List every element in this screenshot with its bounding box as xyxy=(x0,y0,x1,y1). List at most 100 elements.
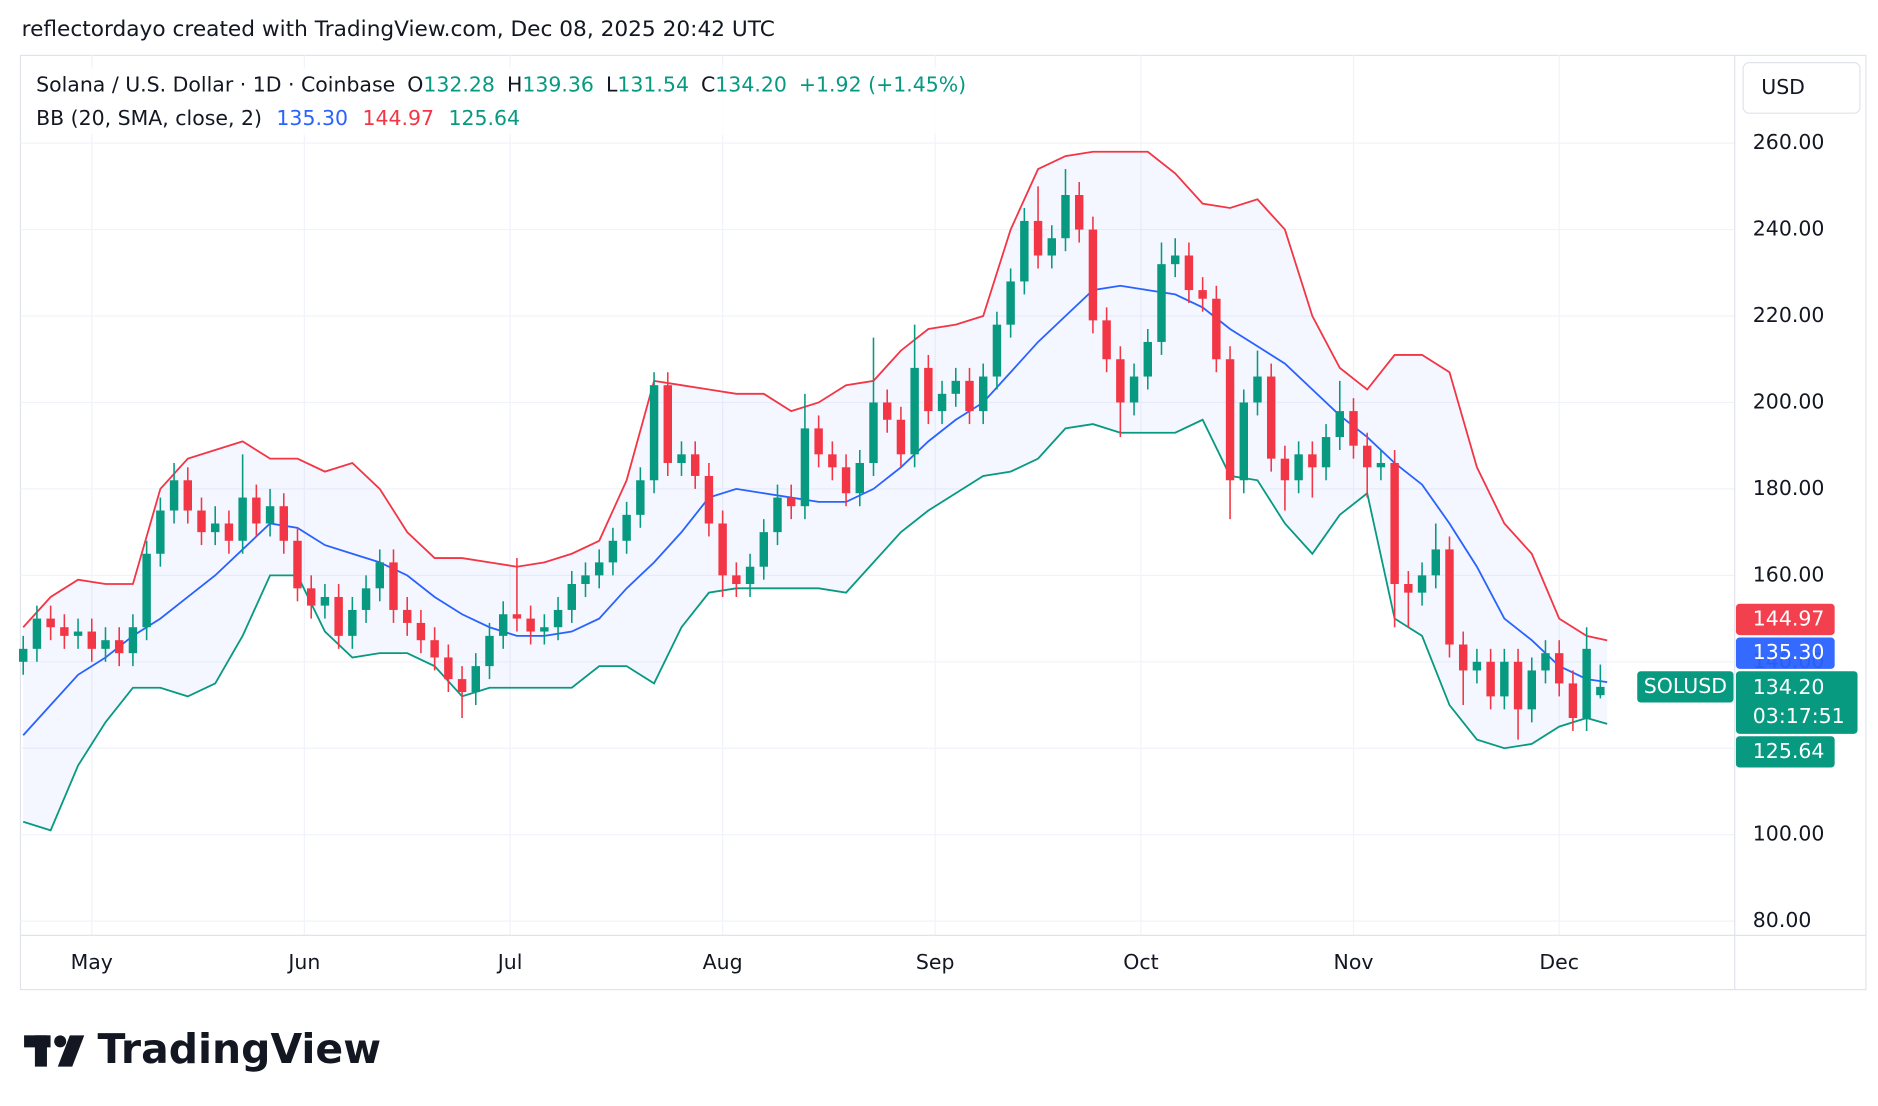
indicator-tag-label: 125.64 xyxy=(1753,739,1825,763)
brand: TradingView xyxy=(98,1025,382,1073)
candle-body xyxy=(1102,320,1111,360)
candle-body xyxy=(210,523,220,533)
candle-body xyxy=(1170,255,1180,265)
candle-body xyxy=(485,635,494,667)
candle-body xyxy=(937,393,947,412)
candle-body xyxy=(444,657,453,680)
candle-body xyxy=(1541,653,1550,671)
candle-body xyxy=(1074,194,1084,230)
countdown: 03:17:51 xyxy=(1753,704,1845,728)
currency[interactable]: USD xyxy=(1761,75,1805,99)
candle-body xyxy=(169,480,179,511)
candle-body xyxy=(1184,255,1194,291)
candle-body xyxy=(265,506,275,524)
candle-body xyxy=(306,588,316,606)
x-tick-label: Aug xyxy=(703,950,743,974)
candle-body xyxy=(1472,661,1482,671)
candle-body xyxy=(978,376,988,412)
logo-part xyxy=(34,1035,47,1067)
y-tick-label: 180.00 xyxy=(1753,476,1825,500)
candle-body xyxy=(238,497,247,541)
symbol-legend: Solana / U.S. Dollar · 1D · Coinbase O132… xyxy=(36,72,966,96)
candle-body xyxy=(526,618,535,632)
candle-body xyxy=(1568,683,1578,718)
candle-body xyxy=(1061,194,1070,239)
candle-body xyxy=(1527,670,1536,710)
indicator-tag-label: 135.30 xyxy=(1753,640,1825,664)
candle-body xyxy=(773,497,782,533)
candle-body xyxy=(1198,290,1207,299)
candle-body xyxy=(1006,281,1015,325)
candle-body xyxy=(73,631,83,636)
y-tick-label: 160.00 xyxy=(1753,562,1825,586)
candle-body xyxy=(553,609,563,628)
logo-part xyxy=(57,1035,85,1067)
y-tick-label: 100.00 xyxy=(1753,822,1825,846)
candle-body xyxy=(910,367,919,455)
candle-body xyxy=(471,666,480,693)
candle-body xyxy=(512,614,522,619)
x-tick-label: Dec xyxy=(1539,950,1579,974)
candle-body xyxy=(1047,238,1056,256)
candle-body xyxy=(32,618,42,649)
candle-body xyxy=(1500,661,1509,697)
candle-body xyxy=(965,380,974,412)
candle-body xyxy=(361,588,371,610)
candle-body xyxy=(128,627,138,654)
candle-body xyxy=(156,510,165,554)
candle-body xyxy=(704,475,714,524)
candle-body xyxy=(1157,264,1166,342)
x-tick-label: Sep xyxy=(916,950,955,974)
candle-body xyxy=(649,385,659,481)
candle-body xyxy=(142,553,151,628)
logo-part xyxy=(54,1035,67,1048)
ohlc-key: O xyxy=(407,72,423,96)
candle-body xyxy=(279,506,288,541)
candle-body xyxy=(992,324,1002,377)
candle-body xyxy=(46,618,55,628)
candle-body xyxy=(430,640,439,658)
candle-body xyxy=(581,575,590,585)
candle-body xyxy=(293,540,302,589)
indicator-tag-label: 144.97 xyxy=(1753,606,1825,630)
candle-body xyxy=(348,609,357,636)
candle-body xyxy=(183,480,192,511)
candle-body xyxy=(622,514,631,541)
candle-body xyxy=(320,596,330,606)
indicator-tag xyxy=(1735,736,1835,768)
candle-body xyxy=(732,575,741,585)
candle-body xyxy=(375,562,384,589)
candle-body xyxy=(1458,644,1468,671)
x-tick-label: Jun xyxy=(286,950,320,974)
candle-body xyxy=(759,532,768,567)
candle-body xyxy=(1088,229,1098,321)
candle-body xyxy=(1033,220,1043,256)
candle-body xyxy=(224,523,234,541)
candle-body xyxy=(1486,661,1495,697)
legend-bg xyxy=(28,67,1005,135)
x-tick-label: Oct xyxy=(1123,950,1158,974)
candle-body xyxy=(1335,411,1344,438)
indicator-tag xyxy=(1735,637,1835,669)
ohlc-key: L xyxy=(606,72,618,96)
y-tick-label: 80.00 xyxy=(1753,908,1812,932)
candle-body xyxy=(1294,454,1303,481)
candle-body xyxy=(924,367,933,412)
candle-body xyxy=(540,627,549,632)
candle-body xyxy=(718,523,727,576)
candle-body xyxy=(1349,411,1358,446)
change: +1.92 (+1.45%) xyxy=(799,72,966,96)
chart-frame xyxy=(19,54,1867,991)
candle-body xyxy=(1129,376,1139,403)
candle-body xyxy=(60,627,69,636)
x-tick-label: Nov xyxy=(1334,950,1374,974)
candle-body xyxy=(869,402,878,463)
candle-body xyxy=(841,467,851,494)
candle-body xyxy=(1445,549,1454,645)
currency-button[interactable] xyxy=(1742,62,1861,114)
candle-body xyxy=(663,385,672,463)
indicator-legend: BB (20, SMA, close, 2) 135.30 144.97 125.64 xyxy=(36,106,520,130)
candle-body xyxy=(1404,584,1413,593)
candle-body xyxy=(1020,220,1029,282)
